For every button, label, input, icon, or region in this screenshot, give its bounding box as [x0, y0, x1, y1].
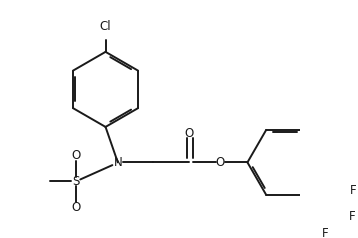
Text: O: O [216, 156, 225, 169]
Text: O: O [184, 127, 193, 140]
Text: S: S [72, 175, 79, 188]
Text: O: O [71, 149, 80, 162]
Text: F: F [322, 227, 329, 238]
Text: F: F [349, 210, 355, 223]
Text: Cl: Cl [100, 20, 111, 33]
Text: N: N [113, 156, 122, 169]
Text: F: F [350, 184, 357, 197]
Text: O: O [71, 201, 80, 214]
